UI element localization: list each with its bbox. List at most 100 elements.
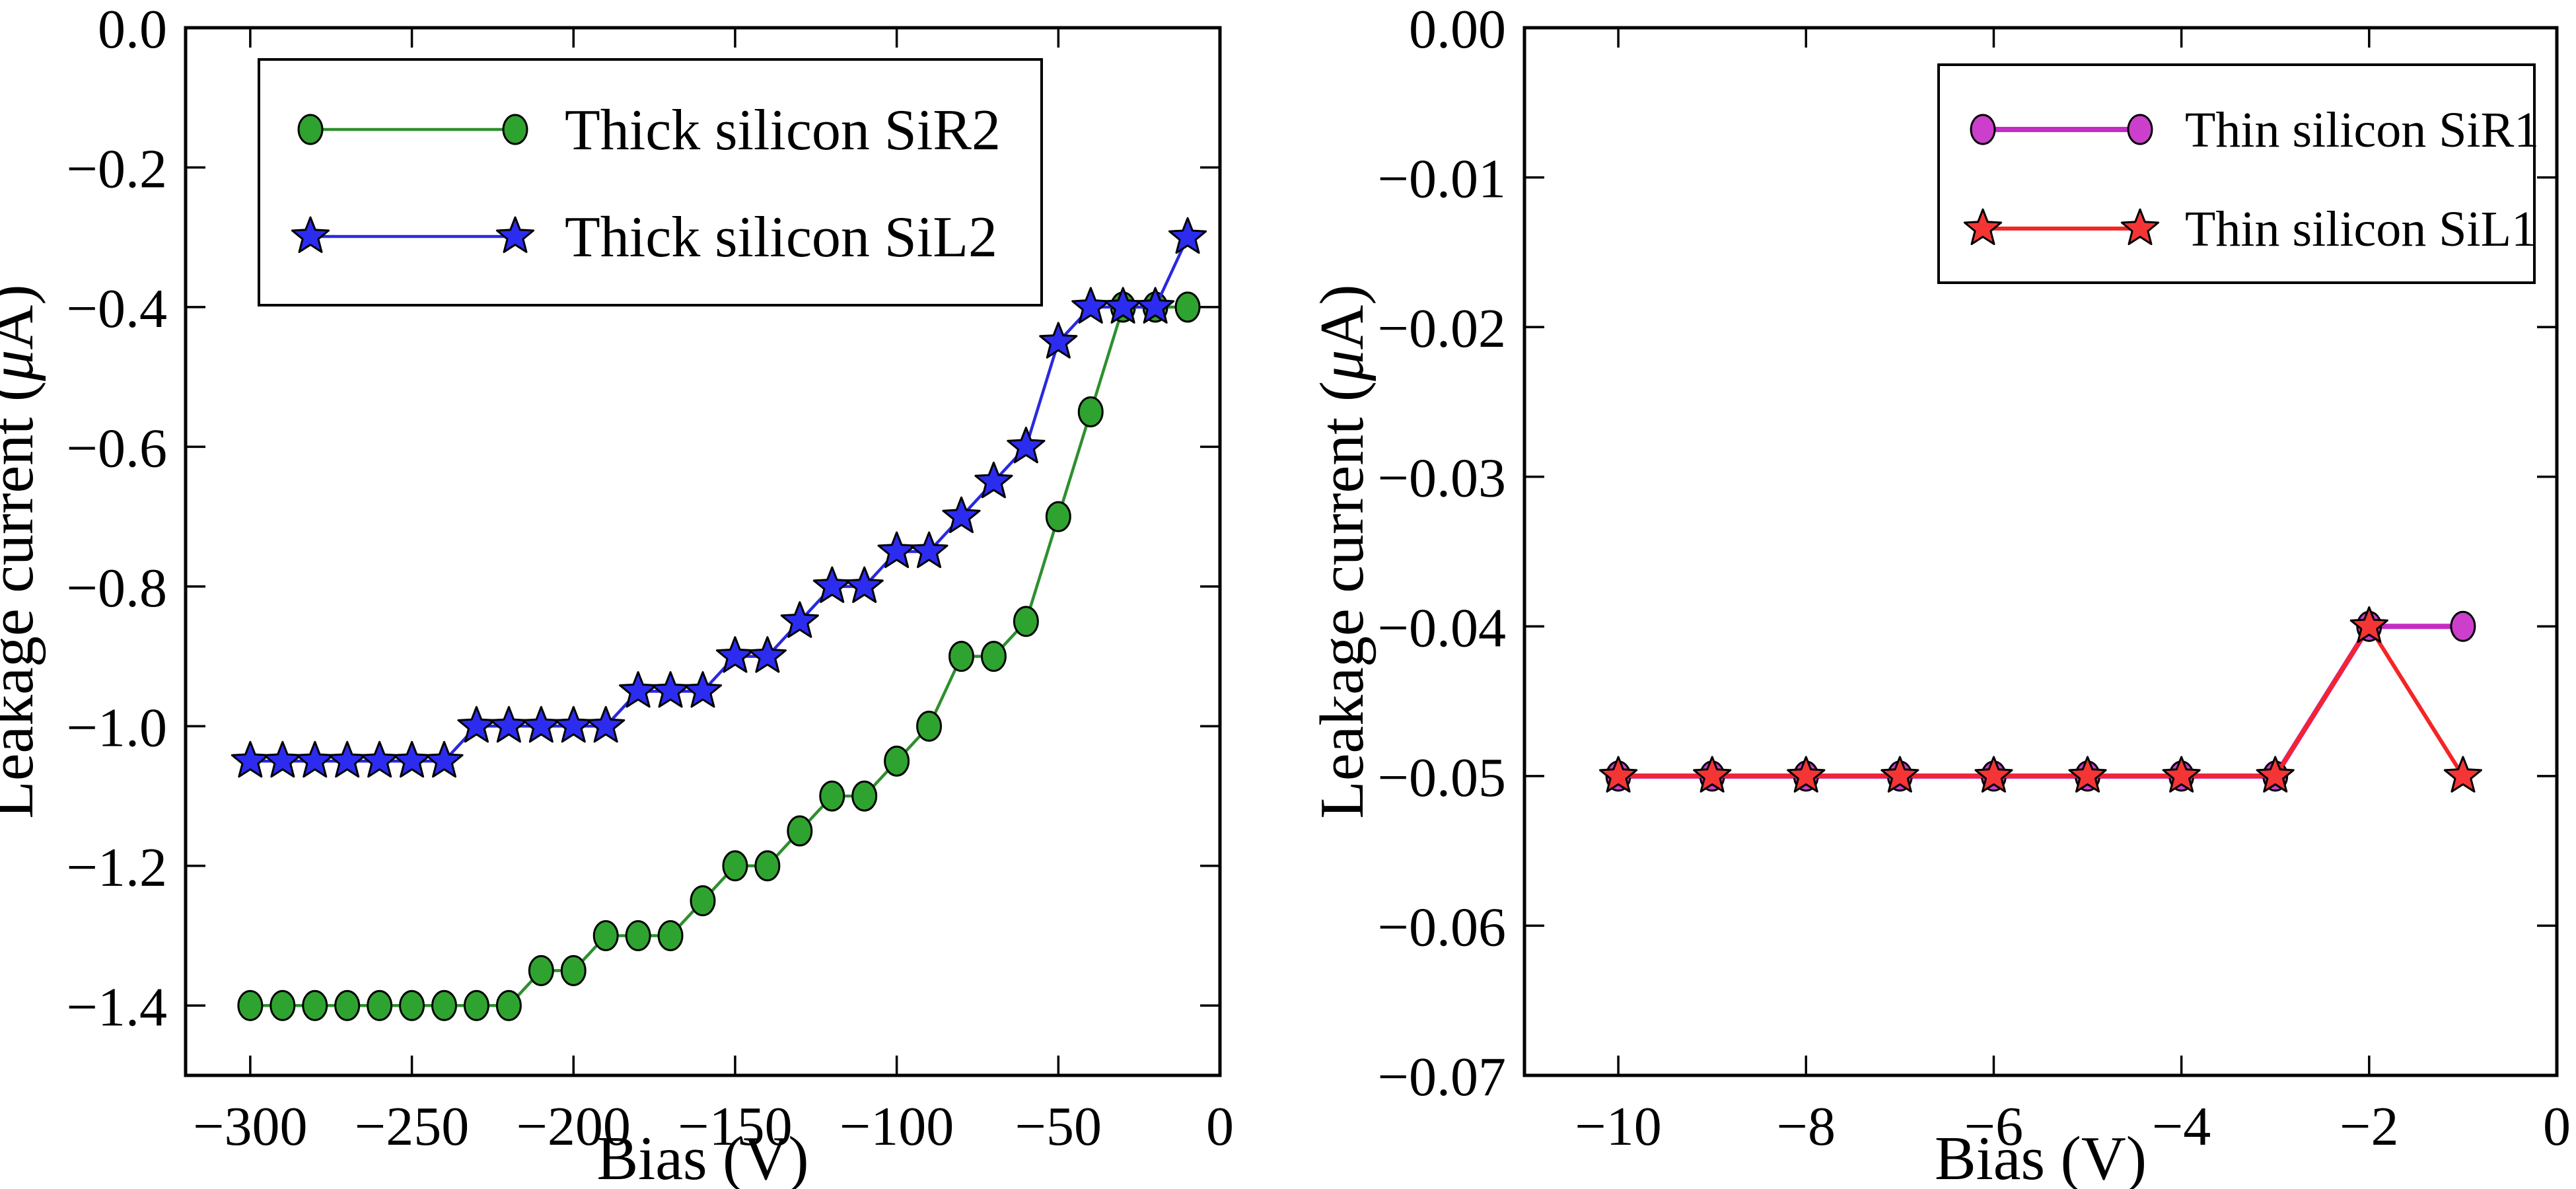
y-tick-label: −0.8 <box>67 558 167 619</box>
circle-marker <box>625 920 651 952</box>
y-tick-label: −1.2 <box>67 837 167 898</box>
y-tick-label: 0.00 <box>1409 0 1506 60</box>
star-marker <box>845 566 884 603</box>
x-tick-label: −10 <box>1575 1096 1661 1157</box>
circle-marker <box>948 641 974 672</box>
x-tick-label: −2 <box>2340 1096 2398 1157</box>
star-marker <box>2162 756 2201 793</box>
star-marker <box>1880 756 1919 793</box>
star-marker <box>683 671 723 708</box>
x-tick-label: −50 <box>1015 1096 1102 1157</box>
circle-marker <box>2127 114 2153 145</box>
x-tick-label: 0 <box>1206 1096 1234 1157</box>
thick-silicon-chart: −300 −250 −200 −150 −100 −50 00.0−0.2−0.4−0.6−… <box>0 0 1234 1189</box>
circle-marker <box>495 990 522 1021</box>
circle-marker <box>2450 610 2476 642</box>
circle-marker <box>884 745 910 777</box>
circle-marker <box>463 990 489 1021</box>
circle-marker <box>851 780 878 812</box>
axes-spines <box>1522 26 2559 1077</box>
y-tick-label: −0.2 <box>67 138 167 199</box>
x-tick-label: −250 <box>355 1096 469 1157</box>
star-marker <box>291 216 330 253</box>
star-marker <box>587 705 626 743</box>
circle-marker <box>690 885 716 917</box>
legend-box <box>258 58 1043 306</box>
y-tick-label: −0.4 <box>67 278 167 340</box>
legend: Thin silicon SiR1 Thin silicon SiL1 <box>1937 63 2539 284</box>
star-marker <box>910 531 948 568</box>
x-axis-ticks: −10 −8 −6 −4 −2 0 <box>1575 28 2571 1157</box>
legend: Thick silicon SiR2 Thick silicon SiL2 <box>258 58 1043 306</box>
circle-marker <box>560 955 587 986</box>
star-marker <box>1693 756 1732 793</box>
x-tick-label: −200 <box>517 1096 631 1157</box>
circle-marker <box>1013 606 1039 637</box>
circle-marker <box>302 990 328 1021</box>
y-axis-label: Leakage current (μA) <box>0 284 46 818</box>
star-marker <box>2120 208 2160 245</box>
series-thick-silicon-sil2 <box>231 217 1207 778</box>
legend-box <box>1937 63 2536 284</box>
circle-marker <box>528 955 554 986</box>
x-tick-label: 0 <box>2543 1096 2571 1157</box>
y-tick-label: −0.04 <box>1378 597 1506 659</box>
circle-marker <box>334 990 361 1021</box>
thin-silicon-chart: −10 −8 −6 −4 −2 0 0.00 −0.01 −0.02 −0.03 −0.04 −0.0… <box>1308 0 2571 1189</box>
legend-label: Thin silicon SiR1 <box>2185 102 2539 158</box>
star-marker <box>2349 606 2388 643</box>
circle-marker <box>502 114 528 145</box>
x-axis-label: Bias (V) <box>596 1124 808 1189</box>
y-tick-label: −0.02 <box>1378 298 1506 359</box>
star-marker <box>780 601 819 638</box>
star-marker <box>1168 217 1207 254</box>
circle-marker <box>1970 114 1996 145</box>
star-marker <box>1787 756 1826 793</box>
y-tick-label: −1.0 <box>67 697 167 758</box>
x-tick-label: −4 <box>2152 1096 2211 1157</box>
y-tick-label: −0.06 <box>1378 896 1506 958</box>
x-axis-ticks: −300 −250 −200 −150 −100 −50 0 <box>193 28 1234 1157</box>
circle-marker <box>367 990 393 1021</box>
circle-marker <box>1077 396 1104 428</box>
series-line <box>1616 624 2465 778</box>
y-axis-ticks: 0.00 −0.01 −0.02 −0.03 −0.04 −0.05 −0.06 −0.07 <box>1378 0 2557 1108</box>
star-marker <box>2443 756 2482 793</box>
y-tick-label: 0.0 <box>98 0 167 60</box>
x-tick-label: −150 <box>678 1096 792 1157</box>
y-axis-ticks: 0.0 −0.2 −0.4 −0.6 −0.8 −1.0 −1.2 −1.4 <box>67 0 1220 1038</box>
x-tick-label: −6 <box>1964 1096 2023 1157</box>
star-marker <box>748 636 787 673</box>
legend-label: Thick silicon SiR2 <box>565 98 1001 162</box>
circle-marker <box>297 114 324 145</box>
circle-marker <box>269 990 296 1021</box>
y-tick-label: −0.6 <box>67 417 167 479</box>
circle-marker <box>237 990 264 1021</box>
x-tick-label: −300 <box>193 1096 307 1157</box>
circle-marker <box>1174 291 1201 323</box>
circle-marker <box>916 710 943 742</box>
circle-marker <box>819 780 845 812</box>
circle-marker <box>787 815 813 847</box>
y-tick-label: −0.07 <box>1378 1046 1506 1108</box>
star-marker <box>1136 287 1175 324</box>
star-marker <box>2256 756 2295 793</box>
series-thin-silicon-sil1 <box>1599 606 2482 793</box>
star-marker <box>1007 426 1046 464</box>
x-tick-label: −100 <box>840 1096 954 1157</box>
y-axis-label: Leakage current (μA) <box>1308 284 1377 818</box>
circle-marker <box>722 850 748 882</box>
star-marker <box>942 496 981 534</box>
y-tick-label: −0.05 <box>1378 747 1506 809</box>
circle-marker <box>980 641 1007 672</box>
circle-marker <box>592 920 619 952</box>
y-tick-label: −0.01 <box>1378 149 1506 210</box>
circle-marker <box>754 850 781 882</box>
x-tick-label: −8 <box>1777 1096 1836 1157</box>
axes-spines <box>184 26 1222 1077</box>
circle-marker <box>1045 501 1071 532</box>
circle-marker <box>431 990 457 1021</box>
star-marker <box>2068 756 2107 793</box>
circle-marker <box>399 990 425 1021</box>
legend-label: Thin silicon SiL1 <box>2185 201 2536 257</box>
